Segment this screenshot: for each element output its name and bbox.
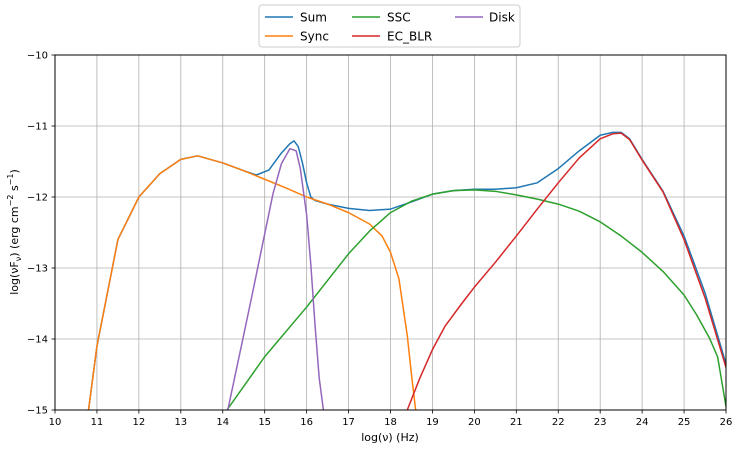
x-tick-label: 12 [133,417,146,428]
y-tick-label: −10 [27,51,48,62]
x-tick-label: 18 [384,417,397,428]
x-tick-label: 15 [258,417,271,428]
legend-entry-disk: Disk [455,11,515,25]
x-axis-ticks: 10 11 12 13 14 15 16 17 18 19 20 21 22 23 24 25 26 [49,410,733,428]
legend-box [258,4,521,48]
y-axis-ticks: −15 −14 −13 −12 −11 −10 [27,51,55,417]
x-tick-label: 19 [426,417,439,428]
legend-label-ec-blr: EC_BLR [387,30,432,44]
legend-label-sum: Sum [300,11,327,25]
x-tick-label: 11 [91,417,104,428]
legend-label-disk: Disk [489,11,515,25]
y-tick-label: −14 [27,335,48,346]
x-tick-label: 17 [342,417,355,428]
x-tick-label: 14 [216,417,229,428]
legend-entry-ssc: SSC [352,11,411,25]
x-tick-label: 16 [300,417,313,428]
legend-entry-ec-blr: EC_BLR [352,30,432,44]
series-line-ec-blr [406,132,726,410]
series-layer [87,131,726,410]
y-tick-label: −11 [27,122,48,133]
y-axis-label: log(νFν) (erg cm−2 s−1) [6,169,23,295]
legend-label-ssc: SSC [387,11,411,25]
x-tick-label: 20 [468,417,481,428]
x-tick-label: 21 [510,417,523,428]
y-tick-label: −13 [27,264,48,275]
y-tick-label: −15 [27,406,48,417]
legend: Sum Sync SSC EC_BLR Disk [258,4,521,48]
x-axis-label: log(ν) (Hz) [361,431,419,444]
x-tick-label: 24 [636,417,649,428]
y-tick-label: −12 [27,193,48,204]
x-tick-label: 13 [174,417,187,428]
x-tick-label: 22 [552,417,565,428]
x-tick-label: 25 [678,417,691,428]
x-tick-label: 26 [720,417,733,428]
legend-label-sync: Sync [300,30,329,44]
series-line-sync [87,155,417,410]
x-tick-label: 10 [49,417,62,428]
legend-entry-sync: Sync [265,30,329,44]
series-line-sum [87,131,726,410]
series-line-ssc [226,189,726,410]
legend-entry-sum: Sum [265,11,327,25]
series-line-disk [227,147,325,410]
grid-lines [54,54,727,411]
x-tick-label: 23 [594,417,607,428]
